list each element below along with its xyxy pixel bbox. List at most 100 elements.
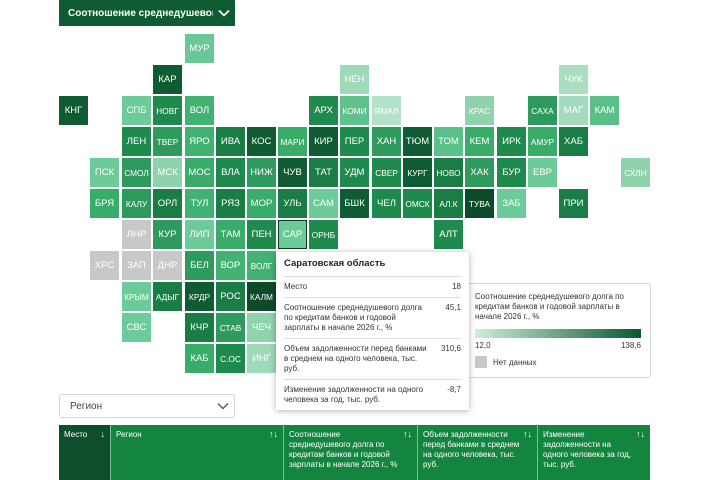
region-tile[interactable]: САР (278, 220, 307, 249)
region-tile[interactable]: КАМ (590, 96, 619, 125)
region-tile[interactable]: ХАК (465, 158, 494, 187)
region-tile[interactable]: АЛ.К (434, 189, 463, 218)
region-tile[interactable]: ЧЕЛ (372, 189, 401, 218)
region-tile[interactable]: ИВА (216, 127, 245, 156)
region-tile[interactable]: АРХ (309, 96, 338, 125)
sort-icon: ↓ (100, 429, 106, 439)
column-header-region[interactable]: Регион ↑↓ (110, 425, 283, 480)
region-tile[interactable]: С.ОС (216, 344, 245, 373)
region-tile[interactable]: ЛЕН (122, 127, 151, 156)
region-tile[interactable]: МСК (153, 158, 182, 187)
region-tile[interactable]: ХАН (372, 127, 401, 156)
region-tile[interactable]: РЯЗ (216, 189, 245, 218)
region-tile[interactable]: ВЛА (216, 158, 245, 187)
chevron-down-icon (212, 402, 234, 410)
column-header-debt-ratio[interactable]: Соотношение среднедушевого долга по кред… (283, 425, 417, 480)
region-tile[interactable]: КЧР (185, 313, 214, 342)
region-tile[interactable]: КЕМ (465, 127, 494, 156)
region-tile[interactable]: МОР (247, 189, 276, 218)
region-tile[interactable]: КРАС (465, 96, 494, 125)
region-tile[interactable]: МОС (185, 158, 214, 187)
region-tile[interactable]: МАГ (559, 96, 588, 125)
region-tile[interactable]: ДНР (153, 251, 182, 280)
region-tile[interactable]: ТВЕР (153, 127, 182, 156)
region-tile[interactable]: КРЫМ (122, 282, 151, 311)
region-tile[interactable]: ТУЛ (185, 189, 214, 218)
region-tile[interactable]: МУР (185, 34, 214, 63)
region-tile[interactable]: СПБ (122, 96, 151, 125)
region-tile[interactable]: СВС (122, 313, 151, 342)
region-tile[interactable]: АДЫГ (153, 282, 182, 311)
region-tile[interactable]: УДМ (340, 158, 369, 187)
region-tile[interactable]: КОС (247, 127, 276, 156)
region-tile[interactable]: ТУВА (465, 189, 494, 218)
region-tile[interactable]: ЛИП (185, 220, 214, 249)
region-tile[interactable]: КУРГ (403, 158, 432, 187)
region-tile[interactable]: БШК (340, 189, 369, 218)
tooltip-row-value: 310,6 (440, 344, 461, 353)
region-tile[interactable]: БРЯ (90, 189, 119, 218)
indicator-dropdown[interactable]: Соотношение среднедушевог… (59, 0, 235, 26)
region-tile[interactable]: НИЖ (247, 158, 276, 187)
region-tile[interactable]: ЧУК (559, 65, 588, 94)
region-tile[interactable]: ПЕН (247, 220, 276, 249)
chevron-down-icon (213, 9, 235, 17)
region-tile[interactable]: ВОЛГ (247, 251, 276, 280)
region-tile[interactable]: ОРЛ (153, 189, 182, 218)
region-tile[interactable]: УЛЬ (278, 189, 307, 218)
region-tile[interactable]: САХА (528, 96, 557, 125)
region-tile[interactable]: КОМИ (340, 96, 369, 125)
region-tile[interactable]: ЯМАЛ (372, 96, 401, 125)
region-tile[interactable]: ЧЕЧ (247, 313, 276, 342)
region-tile[interactable]: СВЕР (372, 158, 401, 187)
tooltip-row-value: 18 (452, 282, 461, 291)
region-tile[interactable]: ТАМ (216, 220, 245, 249)
region-tile[interactable]: КИР (309, 127, 338, 156)
region-tile[interactable]: КАЛУ (122, 189, 151, 218)
column-header-debt-per-person[interactable]: Объем задолженности перед банками в сред… (417, 425, 537, 480)
region-tile[interactable]: ХАБ (559, 127, 588, 156)
region-tile[interactable]: КРДР (185, 282, 214, 311)
region-tile[interactable]: ЧУВ (278, 158, 307, 187)
region-tile[interactable]: НОВО (434, 158, 463, 187)
indicator-dropdown-label: Соотношение среднедушевог… (68, 7, 213, 19)
column-header-debt-change[interactable]: Изменение задолженности на одного челове… (537, 425, 650, 480)
region-tile[interactable]: ТОМ (434, 127, 463, 156)
region-tile[interactable]: КУР (153, 220, 182, 249)
region-tile[interactable]: ЯРО (185, 127, 214, 156)
column-header-rank[interactable]: Место ↓ (59, 425, 110, 480)
region-tile[interactable]: ТАТ (309, 158, 338, 187)
region-tile[interactable]: ТЮМ (403, 127, 432, 156)
region-tile[interactable]: СМОЛ (122, 158, 151, 187)
region-tile[interactable]: НОВГ (153, 96, 182, 125)
region-dropdown[interactable]: Регион (59, 394, 235, 418)
region-tile[interactable]: АЛТ (434, 220, 463, 249)
region-tile[interactable]: ВОР (216, 251, 245, 280)
region-tile[interactable]: СХЛН (621, 158, 650, 187)
region-tile[interactable]: КАР (153, 65, 182, 94)
region-tile[interactable]: РОС (216, 282, 245, 311)
region-tile[interactable]: ЛНР (122, 220, 151, 249)
region-tile[interactable]: ЗАБ (497, 189, 526, 218)
region-tile[interactable]: КНГ (59, 96, 88, 125)
region-tile[interactable]: САМ (309, 189, 338, 218)
region-tile[interactable]: ВОЛ (185, 96, 214, 125)
region-tile[interactable]: ИНГ (247, 344, 276, 373)
region-tile[interactable]: ЗАП (122, 251, 151, 280)
region-tile[interactable]: ИРК (497, 127, 526, 156)
region-tile[interactable]: ОРНБ (309, 220, 338, 249)
region-tile[interactable]: ПРИ (559, 189, 588, 218)
region-tile[interactable]: НЕН (340, 65, 369, 94)
region-tile[interactable]: БУР (497, 158, 526, 187)
region-tile[interactable]: ОМСК (403, 189, 432, 218)
region-tile[interactable]: ПСК (90, 158, 119, 187)
region-tile[interactable]: БЕЛ (185, 251, 214, 280)
region-tile[interactable]: СТАВ (216, 313, 245, 342)
region-tile[interactable]: МАРИ (278, 127, 307, 156)
region-tile[interactable]: ЕВР (528, 158, 557, 187)
region-tile[interactable]: КАЛМ (247, 282, 276, 311)
region-tile[interactable]: КАБ (185, 344, 214, 373)
region-tile[interactable]: АМУР (528, 127, 557, 156)
region-tile[interactable]: ХРС (90, 251, 119, 280)
region-tile[interactable]: ПЕР (340, 127, 369, 156)
